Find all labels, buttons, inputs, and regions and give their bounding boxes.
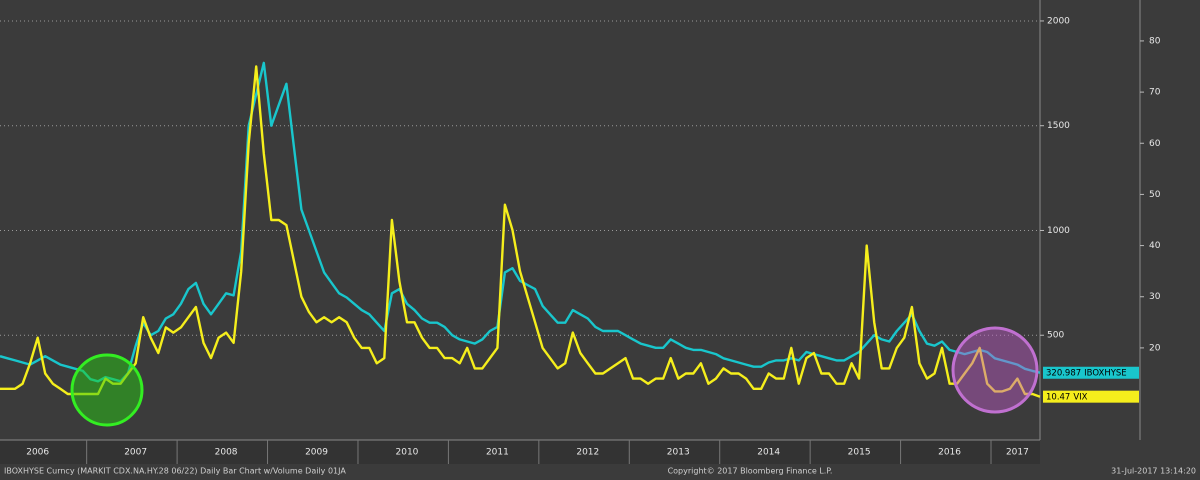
x-tick-label: 2011 bbox=[486, 448, 509, 458]
last-value: 10.47 bbox=[1046, 392, 1070, 402]
highlight-circle bbox=[951, 326, 1039, 414]
x-tick-label: 2007 bbox=[124, 448, 147, 458]
x-tick-label: 2006 bbox=[26, 448, 49, 458]
plot-area bbox=[0, 20, 1041, 398]
series-line bbox=[0, 61, 1041, 383]
footer-left: IBOXHYSE Curncy (MARKIT CDX.NA.HY.28 06/… bbox=[4, 467, 346, 476]
highlight-circle bbox=[70, 353, 144, 427]
x-tick-label: 2015 bbox=[848, 448, 871, 458]
series-line bbox=[0, 65, 1041, 398]
y2-tick-label: 60 bbox=[1149, 139, 1161, 149]
x-tick-label: 2016 bbox=[938, 448, 961, 458]
y-tick-label: 1000 bbox=[1047, 226, 1070, 236]
x-axis-band bbox=[0, 440, 1040, 464]
y-tick-label: 500 bbox=[1047, 331, 1064, 341]
y2-tick-label: 20 bbox=[1149, 343, 1161, 353]
y-tick-label: 1500 bbox=[1047, 121, 1070, 131]
x-tick-label: 2012 bbox=[576, 448, 599, 458]
last-value-tag: 10.47 VIX bbox=[1046, 392, 1088, 402]
last-value-tag: 320.987 IBOXHYSE bbox=[1046, 368, 1127, 378]
y2-tick-label: 40 bbox=[1149, 241, 1161, 251]
y2-tick-label: 30 bbox=[1149, 292, 1161, 302]
x-tick-label: 2008 bbox=[215, 448, 238, 458]
y-tick-label: 2000 bbox=[1047, 16, 1070, 26]
last-value-tag-bg bbox=[1043, 390, 1139, 403]
x-tick-label: 2014 bbox=[757, 448, 780, 458]
y2-tick-label: 70 bbox=[1149, 88, 1161, 98]
x-tick-label: 2010 bbox=[396, 448, 419, 458]
y2-tick-label: 50 bbox=[1149, 190, 1161, 200]
footer-center: Copyright© 2017 Bloomberg Finance L.P. bbox=[668, 467, 833, 476]
footer-right: 31-Jul-2017 13:14:20 bbox=[1111, 467, 1196, 476]
series-name: VIX bbox=[1073, 392, 1087, 402]
last-value-tag-bg bbox=[1043, 366, 1139, 379]
y2-tick-label: 80 bbox=[1149, 36, 1161, 46]
x-tick-label: 2017 bbox=[1006, 448, 1029, 458]
last-value: 320.987 bbox=[1046, 368, 1081, 378]
series-name: IBOXHYSE bbox=[1084, 368, 1127, 378]
x-tick-label: 2013 bbox=[667, 448, 690, 458]
x-tick-label: 2009 bbox=[305, 448, 328, 458]
